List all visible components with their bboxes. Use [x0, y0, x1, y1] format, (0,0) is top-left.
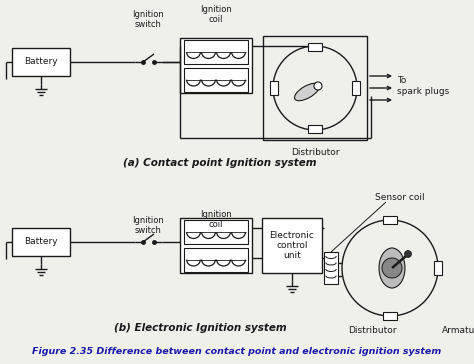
Text: Ignition
coil: Ignition coil	[200, 210, 232, 229]
Bar	[263, 36, 367, 140]
Circle shape	[382, 258, 402, 278]
Text: Ignition
switch: Ignition switch	[132, 10, 164, 29]
Bar	[12, 228, 70, 256]
Text: Armature: Armature	[442, 326, 474, 335]
Bar	[184, 67, 248, 92]
Bar	[434, 261, 442, 275]
Bar	[324, 252, 338, 284]
Text: (a) Contact point Ignition system: (a) Contact point Ignition system	[123, 158, 317, 168]
Ellipse shape	[379, 248, 405, 288]
Text: Sensor coil: Sensor coil	[375, 193, 425, 202]
Bar	[308, 43, 322, 51]
Circle shape	[404, 250, 411, 257]
Bar	[383, 216, 397, 224]
Text: To
spark plugs: To spark plugs	[397, 76, 449, 96]
Text: Battery: Battery	[24, 58, 58, 67]
Text: Ignition
switch: Ignition switch	[132, 216, 164, 236]
Bar	[184, 220, 248, 244]
Bar	[184, 248, 248, 272]
Circle shape	[314, 82, 322, 90]
Bar	[383, 312, 397, 320]
Bar	[262, 218, 322, 273]
Ellipse shape	[294, 83, 319, 101]
Bar	[270, 81, 278, 95]
Text: (b) Electronic Ignition system: (b) Electronic Ignition system	[114, 323, 286, 333]
Text: Battery: Battery	[24, 237, 58, 246]
Bar	[180, 218, 252, 273]
Text: Ignition
coil: Ignition coil	[200, 5, 232, 24]
Bar	[184, 40, 248, 64]
Bar	[352, 81, 360, 95]
Text: Distributor: Distributor	[291, 148, 339, 157]
Bar	[12, 48, 70, 76]
Text: Figure 2.35 Difference between contact point and electronic ignition system: Figure 2.35 Difference between contact p…	[32, 347, 442, 356]
Text: Electronic
control
unit: Electronic control unit	[270, 231, 314, 260]
Bar	[180, 38, 252, 93]
Bar	[308, 125, 322, 133]
Text: Distributor: Distributor	[348, 326, 396, 335]
